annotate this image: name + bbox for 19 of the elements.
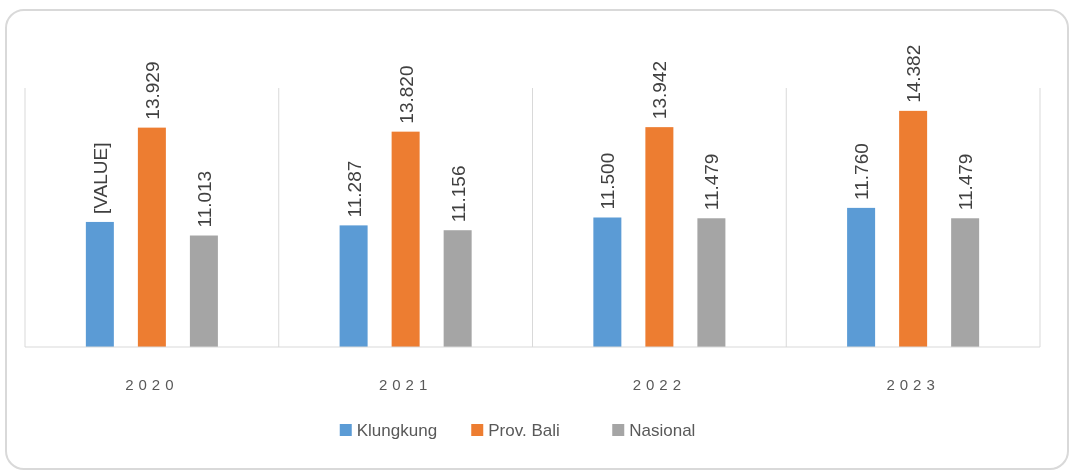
data-label: 13.942 xyxy=(649,61,671,120)
x-tick-label: 2023 xyxy=(886,376,940,393)
data-label: 11.760 xyxy=(851,143,873,200)
x-tick-label: 2021 xyxy=(378,376,433,393)
x-tick-label: 2020 xyxy=(125,376,179,393)
data-label: 11.013 xyxy=(193,170,215,228)
legend-label: Prov. Bali xyxy=(488,421,560,440)
data-label: 13.820 xyxy=(395,65,417,124)
data-label: 13.929 xyxy=(141,61,163,120)
x-tick-label: 2022 xyxy=(632,376,687,393)
data-label: 11.287 xyxy=(343,160,365,218)
legend-label: Klungkung xyxy=(356,421,438,440)
data-label: 11.500 xyxy=(597,152,619,210)
data-label: 11.156 xyxy=(447,165,469,223)
legend-label: Nasional xyxy=(629,421,696,440)
data-label: 11.479 xyxy=(701,153,723,211)
data-label: [VALUE] xyxy=(89,142,111,214)
data-label: 14.382 xyxy=(903,44,925,103)
data-label: 11.479 xyxy=(955,153,977,211)
